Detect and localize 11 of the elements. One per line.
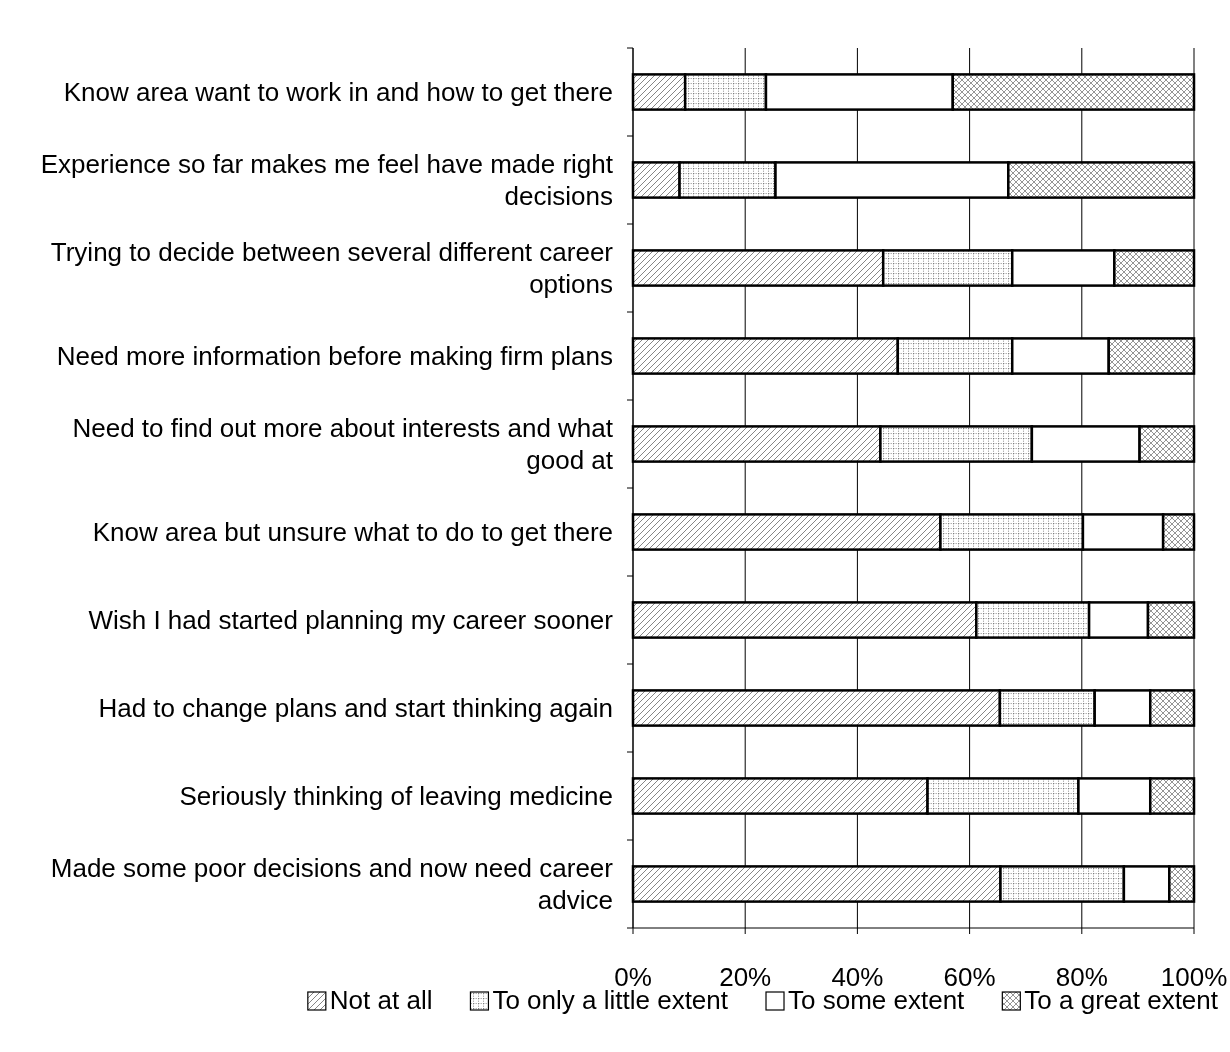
legend-label: Not at all — [329, 985, 433, 1015]
y-tick-label: Know area but unsure what to do to get there — [92, 517, 613, 547]
y-tick-label: Wish I had started planning my career sooner — [88, 605, 614, 635]
y-tick-label: Experience so far makes me feel have made right decisions — [40, 149, 614, 211]
y-tick-label: Need to find out more about interests and what good at — [72, 413, 614, 475]
y-tick-label: Made some poor decisions and now need career advice — [50, 853, 614, 915]
y-tick-label: Trying to decide between several different career options — [50, 237, 614, 299]
y-tick-label: Know area want to work in and how to get there — [63, 77, 613, 107]
y-tick-label: Seriously thinking of leaving medicine — [179, 781, 613, 811]
y-tick-label: Had to change plans and start thinking again — [98, 693, 613, 723]
y-tick-label: Need more information before making firm plans — [56, 341, 613, 371]
